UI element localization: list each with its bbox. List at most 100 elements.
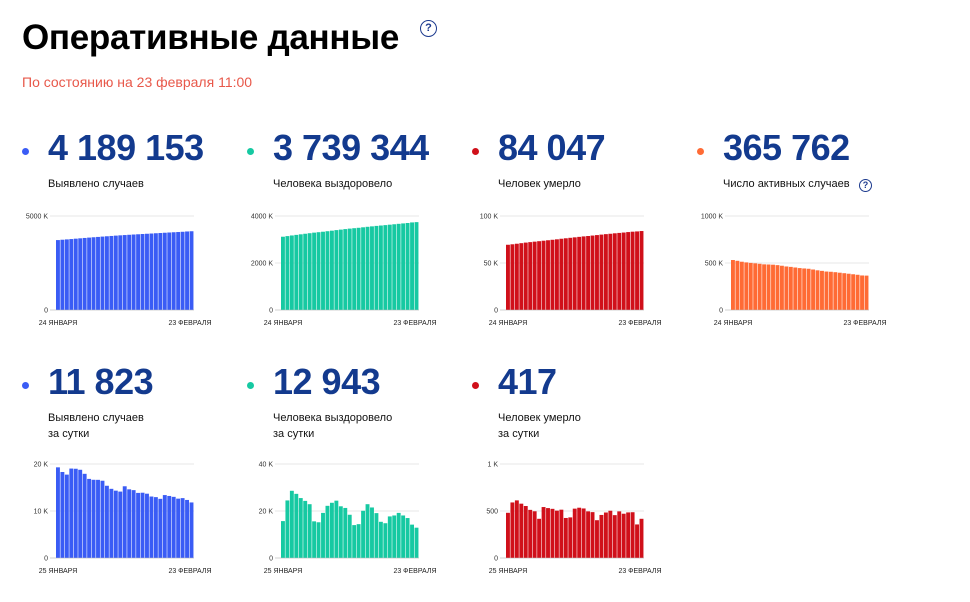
chart-bar[interactable] xyxy=(96,479,100,558)
chart-bar[interactable] xyxy=(396,223,401,310)
chart-bar[interactable] xyxy=(298,234,303,310)
chart-bar[interactable] xyxy=(96,236,100,310)
chart-bar[interactable] xyxy=(78,238,83,310)
chart-bar[interactable] xyxy=(347,228,352,310)
chart-bar[interactable] xyxy=(523,242,528,310)
chart-bar[interactable] xyxy=(131,234,136,310)
chart-bar[interactable] xyxy=(784,266,789,310)
chart-bar[interactable] xyxy=(171,232,176,310)
chart-bar[interactable] xyxy=(281,521,285,558)
chart-bar[interactable] xyxy=(370,226,374,310)
chart-bar[interactable] xyxy=(64,239,69,310)
chart-bar[interactable] xyxy=(365,504,370,558)
chart-bar[interactable] xyxy=(343,229,348,310)
chart-bar[interactable] xyxy=(392,515,397,558)
chart-bar[interactable] xyxy=(635,231,639,310)
chart-bar[interactable] xyxy=(599,514,604,558)
chart-bar[interactable] xyxy=(595,520,599,558)
chart-bar[interactable] xyxy=(185,499,189,558)
chart-bar[interactable] xyxy=(113,490,118,558)
chart-bar[interactable] xyxy=(82,237,87,310)
chart-bar[interactable] xyxy=(145,493,149,558)
chart-bar[interactable] xyxy=(378,521,383,558)
chart-bar[interactable] xyxy=(60,239,65,310)
chart-bar[interactable] xyxy=(608,233,613,310)
chart-bar[interactable] xyxy=(523,506,528,558)
help-icon[interactable]: ? xyxy=(859,179,872,192)
chart-bar[interactable] xyxy=(352,525,357,558)
chart-bar[interactable] xyxy=(554,510,559,558)
chart-bar[interactable] xyxy=(572,237,577,310)
chart-bar[interactable] xyxy=(189,231,194,310)
chart-bar[interactable] xyxy=(753,263,758,310)
chart-bar[interactable] xyxy=(69,468,74,558)
chart-bar[interactable] xyxy=(401,515,406,558)
chart-bar[interactable] xyxy=(136,492,141,558)
chart-bar[interactable] xyxy=(630,231,635,310)
chart-bar[interactable] xyxy=(635,524,639,558)
chart-bar[interactable] xyxy=(563,238,568,310)
chart-bar[interactable] xyxy=(73,468,78,558)
chart-bar[interactable] xyxy=(788,266,793,310)
chart-bar[interactable] xyxy=(855,274,860,310)
chart-bar[interactable] xyxy=(396,512,401,558)
chart-bar[interactable] xyxy=(387,516,392,558)
chart-bar[interactable] xyxy=(140,234,145,310)
chart-bar[interactable] xyxy=(405,518,410,558)
chart-bar[interactable] xyxy=(356,227,361,310)
chart-bar[interactable] xyxy=(608,510,613,558)
chart-bar[interactable] xyxy=(510,244,515,310)
chart-bar[interactable] xyxy=(69,239,74,310)
chart-bar[interactable] xyxy=(563,517,568,558)
chart-bar[interactable] xyxy=(118,235,123,310)
chart-bar[interactable] xyxy=(352,228,357,310)
chart-bar[interactable] xyxy=(374,225,379,310)
chart-bar[interactable] xyxy=(167,232,172,311)
chart-bar[interactable] xyxy=(572,508,577,558)
chart-bar[interactable] xyxy=(766,264,771,310)
chart-bar[interactable] xyxy=(550,239,555,310)
chart-bar[interactable] xyxy=(329,502,334,558)
chart-bar[interactable] xyxy=(744,262,749,310)
chart-bar[interactable] xyxy=(532,511,537,558)
chart-bar[interactable] xyxy=(546,508,550,558)
chart-bar[interactable] xyxy=(118,491,123,558)
chart-bar[interactable] xyxy=(100,236,105,310)
chart-bar[interactable] xyxy=(581,236,586,310)
chart-bar[interactable] xyxy=(519,503,524,558)
chart-bar[interactable] xyxy=(568,517,573,558)
chart-bar[interactable] xyxy=(158,498,163,558)
chart-bar[interactable] xyxy=(639,518,644,558)
chart-bar[interactable] xyxy=(626,512,631,558)
chart-bar[interactable] xyxy=(771,264,775,310)
chart-bar[interactable] xyxy=(91,237,96,310)
chart-bar[interactable] xyxy=(189,502,194,558)
chart-bar[interactable] xyxy=(316,522,321,558)
chart-bar[interactable] xyxy=(410,222,414,310)
chart-bar[interactable] xyxy=(285,236,290,310)
chart-bar[interactable] xyxy=(811,269,816,310)
chart-bar[interactable] xyxy=(312,521,317,558)
chart-bar[interactable] xyxy=(554,239,559,310)
chart-bar[interactable] xyxy=(815,270,820,310)
chart-bar[interactable] xyxy=(334,500,339,558)
chart-bar[interactable] xyxy=(167,495,172,558)
chart-bar[interactable] xyxy=(797,268,802,310)
chart-bar[interactable] xyxy=(617,511,622,558)
chart-bar[interactable] xyxy=(630,512,635,558)
chart-bar[interactable] xyxy=(298,498,303,558)
chart-bar[interactable] xyxy=(528,509,533,558)
chart-bar[interactable] xyxy=(87,478,92,558)
chart-bar[interactable] xyxy=(581,508,586,558)
chart-bar[interactable] xyxy=(149,496,154,558)
chart-bar[interactable] xyxy=(334,230,339,310)
chart-bar[interactable] xyxy=(621,513,626,558)
chart-bar[interactable] xyxy=(60,471,65,558)
chart-bar[interactable] xyxy=(294,493,299,558)
chart-bar[interactable] xyxy=(757,263,762,310)
chart-bar[interactable] xyxy=(73,238,78,310)
chart-bar[interactable] xyxy=(122,235,127,310)
chart-bar[interactable] xyxy=(586,236,591,310)
chart-bar[interactable] xyxy=(506,512,510,558)
chart-bar[interactable] xyxy=(303,500,308,558)
